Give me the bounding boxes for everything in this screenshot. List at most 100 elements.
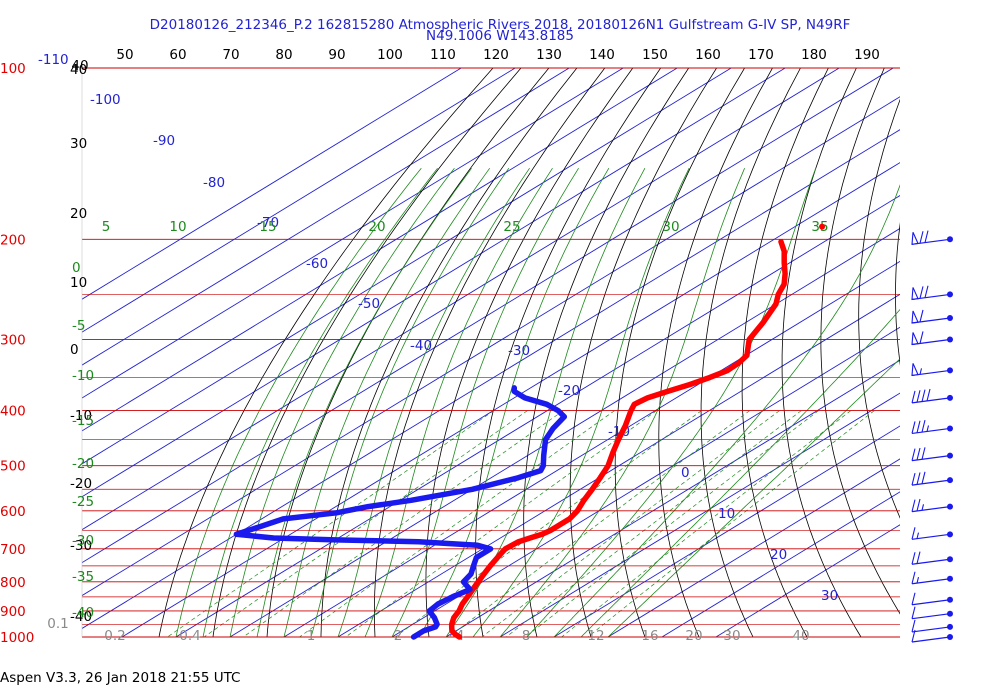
wind-barb-feather — [921, 447, 926, 460]
top-temperature-tick-label: 80 — [275, 47, 292, 63]
isotherm-label: 30 — [821, 588, 838, 604]
dry-adiabat-line — [781, 68, 862, 638]
pressure-tick-label: 700 — [0, 542, 26, 558]
top-temperature-tick-label: 190 — [854, 47, 880, 63]
isotherm-line — [82, 68, 516, 333]
wind-barb-half-feather — [919, 368, 923, 375]
isotherm-line — [445, 359, 900, 638]
isotherm-line — [82, 68, 462, 300]
mixing-ratio-label: 12 — [587, 628, 604, 644]
left-temperature-tick-label: 30 — [70, 136, 87, 152]
mixing-ratio-label: 2 — [394, 628, 403, 644]
isotherm-label: 10 — [718, 506, 735, 522]
wind-barb-feather — [916, 390, 921, 403]
chart-title: D20180126_212346_P.2 162815280 Atmospher… — [150, 17, 851, 33]
wind-barb-feather — [921, 471, 926, 484]
moist-adiabat-label: 25 — [503, 219, 520, 235]
moist-adiabat-line — [229, 167, 455, 638]
moist-adiabat-line — [472, 168, 690, 638]
moist-adiabat-line — [175, 167, 422, 638]
mixing-ratio-label: 8 — [522, 628, 531, 644]
moist-adiabat-line — [202, 167, 438, 638]
pressure-tick-label: 300 — [0, 332, 26, 348]
wind-barb — [911, 498, 953, 513]
moist-adiabat-label: 30 — [662, 219, 679, 235]
wind-barb — [911, 230, 953, 245]
isotherm-label: -40 — [410, 338, 432, 354]
isotherm-line — [82, 68, 732, 465]
left-temperature-tick-label: -20 — [70, 476, 92, 492]
wind-barb-feather — [911, 390, 916, 404]
isotherm-label: -30 — [508, 343, 530, 359]
wind-barb-feather — [921, 420, 926, 433]
left-temperature-tick-label: 20 — [70, 206, 87, 222]
top-temperature-tick-label: 140 — [589, 47, 615, 63]
isotherm-line — [337, 293, 900, 638]
dry-adiabat-line — [820, 68, 900, 615]
wind-barb-half-feather — [916, 532, 920, 539]
dewpoint-trace — [233, 385, 568, 640]
isotherm-label: -50 — [358, 296, 380, 312]
dry-adiabat-line — [931, 68, 1000, 637]
pressure-tick-label: 1000 — [0, 630, 34, 646]
wind-barb — [911, 285, 953, 301]
chart-subtitle: N49.1006 W143.8185 — [426, 28, 574, 44]
dry-adiabat-line — [966, 68, 1000, 637]
mixing-ratio-label: 16 — [641, 628, 658, 644]
pressure-tick-label: 200 — [0, 232, 26, 248]
top-temperature-tick-label: 70 — [222, 47, 239, 63]
isotherm-line — [82, 68, 894, 564]
wind-barb-feather — [911, 606, 916, 619]
moist-adiabat-line — [526, 168, 817, 638]
moist-adiabat-label: -35 — [72, 569, 94, 585]
wind-barb-feather — [911, 448, 916, 461]
wind-barb-feather — [911, 552, 916, 565]
wind-barb-shaft — [911, 479, 951, 486]
wind-barb-feather — [911, 619, 916, 633]
wind-barb-feather — [911, 629, 916, 643]
isotherm-line — [82, 96, 900, 597]
left-temperature-tick-label: -10 — [70, 408, 92, 424]
moist-adiabat-label: -15 — [72, 413, 94, 429]
isotherm-label: -100 — [90, 92, 121, 108]
moist-adiabat-line — [607, 358, 900, 638]
moist-adiabat-label: 20 — [368, 219, 385, 235]
isotherm-line — [607, 458, 900, 638]
moist-adiabat-line — [418, 167, 610, 638]
pressure-tick-label: 800 — [0, 575, 26, 591]
moist-adiabat-label: 0 — [72, 260, 81, 276]
wind-barb-feather — [916, 472, 921, 485]
wind-barb-shaft — [911, 613, 951, 620]
moist-adiabat-label: 5 — [102, 219, 111, 235]
isotherm-line — [82, 68, 678, 432]
wind-barb-feather — [919, 309, 924, 323]
wind-barb — [911, 471, 953, 486]
wind-barb-feather — [911, 527, 916, 540]
wind-barb-shaft — [911, 578, 951, 585]
dry-adiabat-line — [266, 68, 550, 638]
wind-barb-half-feather — [921, 504, 925, 511]
isotherm-label: 0 — [681, 465, 690, 481]
wind-barb-shaft — [911, 636, 951, 643]
moist-adiabat-line — [580, 308, 900, 638]
top-temperature-tick-label: 170 — [748, 47, 774, 63]
wind-barbs — [911, 230, 953, 643]
mixing-ratio-line — [203, 410, 528, 638]
wind-barb — [911, 363, 953, 377]
temperature-trace — [448, 238, 788, 640]
left-temperature-tick-label: -30 — [70, 538, 92, 554]
wind-barb-feather — [921, 389, 926, 402]
wind-barb-flag — [911, 363, 919, 377]
dry-adiabat-line — [212, 68, 522, 638]
wind-barb-feather — [916, 498, 921, 512]
moist-adiabat-line — [499, 168, 745, 638]
wind-barb-feather — [911, 472, 916, 486]
wind-barb — [911, 309, 953, 324]
moist-adiabat-line — [553, 184, 900, 638]
wind-barb-feather — [911, 421, 916, 434]
wind-barb — [911, 447, 953, 462]
wind-barb-half-feather — [926, 425, 930, 432]
wind-barb-feather — [919, 331, 924, 344]
